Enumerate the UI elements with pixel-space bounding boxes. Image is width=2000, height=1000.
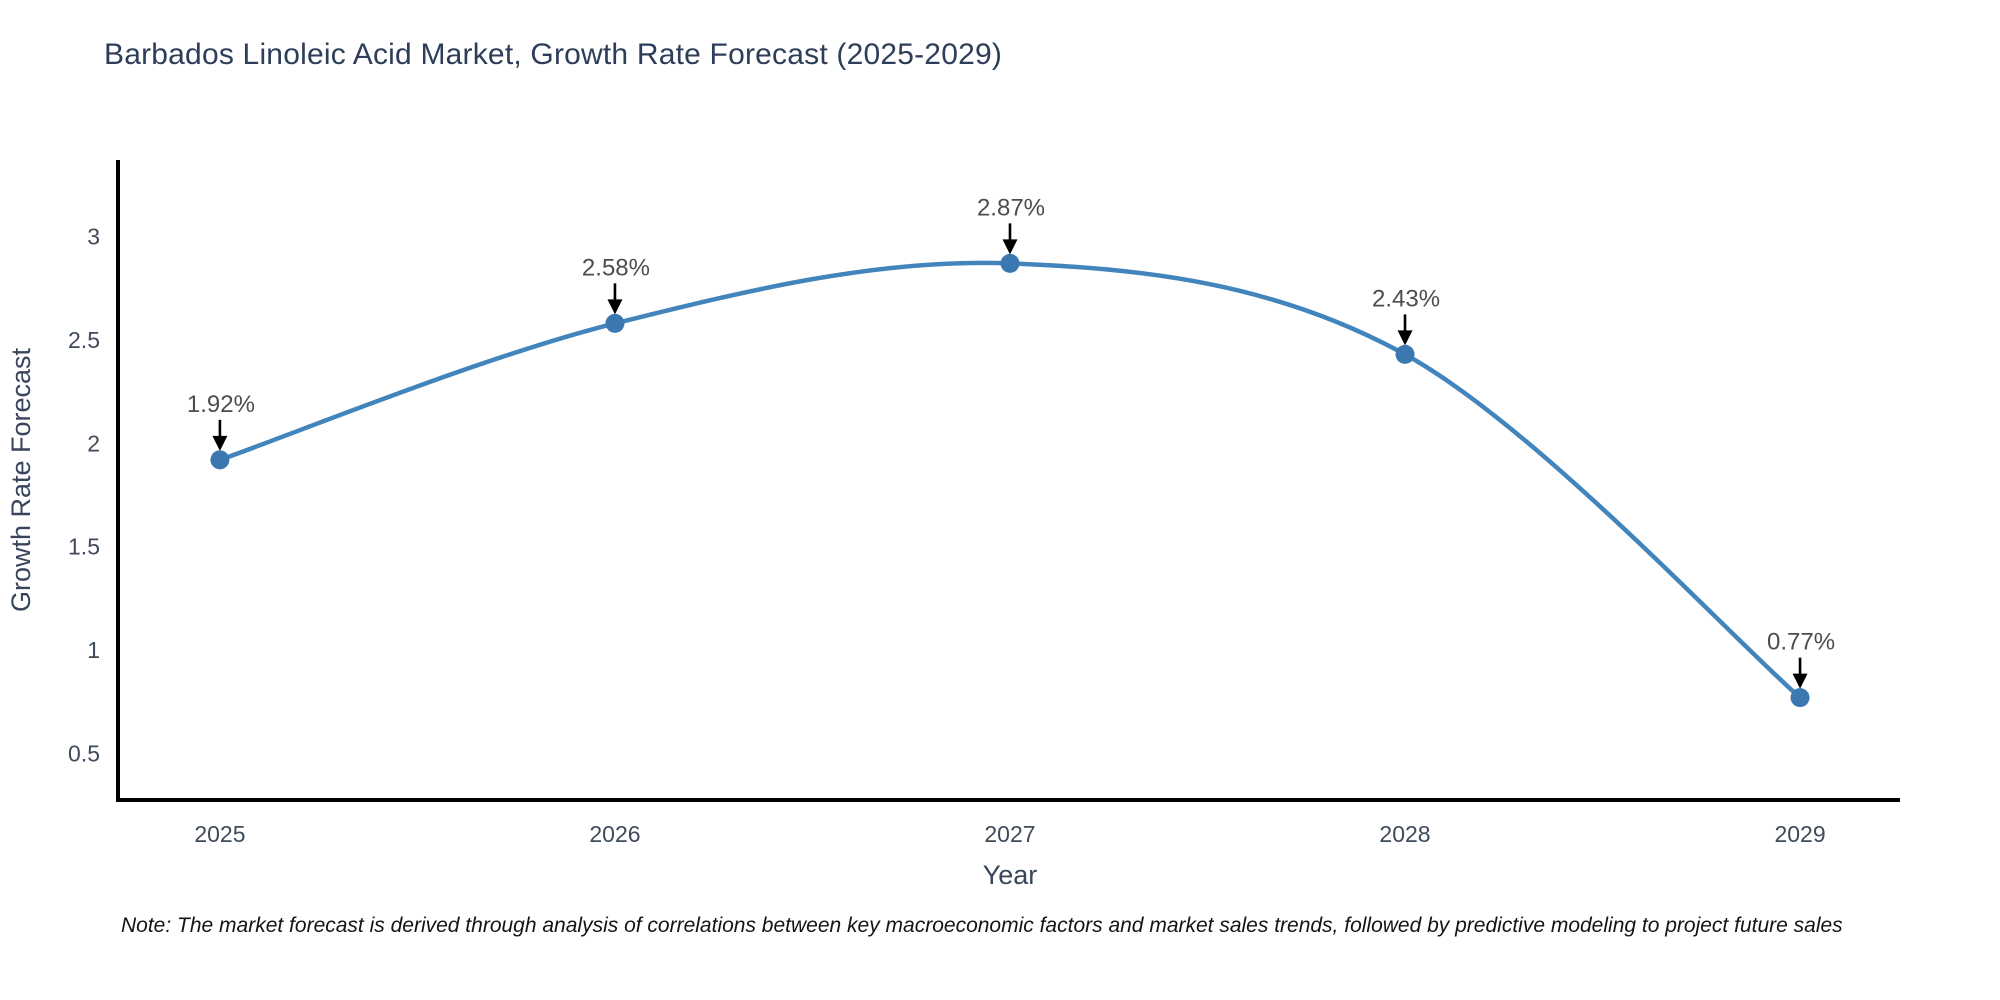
x-tick-label: 2029	[1774, 821, 1825, 847]
annotation-arrow-head	[1792, 673, 1808, 689]
x-tick-label: 2028	[1379, 821, 1430, 847]
chart-title: Barbados Linoleic Acid Market, Growth Ra…	[104, 38, 1003, 71]
data-point-marker	[210, 450, 230, 470]
x-tick-label: 2026	[589, 821, 640, 847]
annotation-arrow-head	[1002, 239, 1018, 255]
annotation-arrow-head	[1397, 330, 1413, 346]
data-point-marker	[605, 313, 625, 333]
data-point-marker	[1000, 253, 1020, 273]
annotation-arrow-head	[212, 435, 228, 451]
annotation-label: 2.43%	[1372, 285, 1440, 312]
data-point-marker	[1790, 688, 1810, 708]
annotation-arrow-head	[607, 299, 623, 315]
x-tick-label: 2027	[984, 821, 1035, 847]
annotation-label: 1.92%	[187, 391, 255, 418]
x-axis-title: Year	[983, 860, 1038, 890]
y-tick-label: 0.5	[68, 740, 100, 766]
data-point-marker	[1395, 344, 1415, 364]
y-tick-label: 2.5	[68, 327, 100, 353]
trend-line	[217, 260, 1803, 700]
annotation-label: 0.77%	[1767, 629, 1835, 656]
y-axis-title: Growth Rate Forecast	[6, 347, 36, 612]
y-tick-label: 1.5	[68, 534, 100, 560]
axis-line	[116, 160, 1900, 802]
annotation-label: 2.87%	[977, 194, 1045, 221]
footnote: Note: The market forecast is derived thr…	[121, 914, 1843, 937]
y-tick-label: 2	[87, 430, 100, 456]
annotation-label: 2.58%	[582, 254, 650, 281]
x-tick-label: 2025	[194, 821, 245, 847]
y-tick-label: 1	[87, 637, 100, 663]
y-tick-label: 3	[87, 224, 100, 250]
